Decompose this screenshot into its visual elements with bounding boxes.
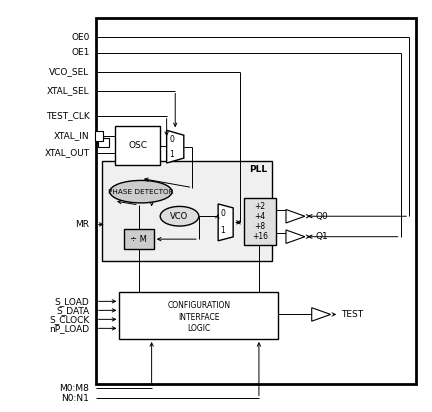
Text: OSC: OSC <box>128 141 147 150</box>
Text: +4: +4 <box>254 212 266 221</box>
Text: LOGIC: LOGIC <box>187 324 210 333</box>
Text: ÷ M: ÷ M <box>130 235 147 243</box>
FancyBboxPatch shape <box>119 292 278 339</box>
Polygon shape <box>312 308 330 321</box>
Text: CONFIGURATION: CONFIGURATION <box>167 301 230 309</box>
Text: OE1: OE1 <box>71 49 89 57</box>
Text: XTAL_IN: XTAL_IN <box>54 131 89 140</box>
Text: S_CLOCK: S_CLOCK <box>49 315 89 324</box>
Text: 0: 0 <box>169 135 174 144</box>
FancyBboxPatch shape <box>124 229 154 249</box>
Text: VCO_SEL: VCO_SEL <box>49 67 89 76</box>
Text: 0: 0 <box>220 209 225 218</box>
Text: INTERFACE: INTERFACE <box>178 313 219 322</box>
Polygon shape <box>286 230 305 243</box>
FancyBboxPatch shape <box>102 161 272 261</box>
FancyBboxPatch shape <box>244 198 276 245</box>
Text: XTAL_OUT: XTAL_OUT <box>44 148 89 157</box>
Text: PLL: PLL <box>249 165 267 174</box>
Text: PHASE DETECTOR: PHASE DETECTOR <box>108 189 174 195</box>
Polygon shape <box>218 204 233 241</box>
Ellipse shape <box>160 206 199 226</box>
Text: 1: 1 <box>169 150 174 159</box>
Text: S_DATA: S_DATA <box>56 306 89 315</box>
FancyBboxPatch shape <box>115 126 160 165</box>
Text: MR: MR <box>75 220 89 229</box>
Text: TEST: TEST <box>341 310 363 319</box>
Text: Q0: Q0 <box>316 212 328 221</box>
Text: N0:N1: N0:N1 <box>61 394 89 403</box>
Text: 1: 1 <box>220 226 225 235</box>
Text: +8: +8 <box>254 222 266 231</box>
Polygon shape <box>167 130 184 163</box>
Text: +16: +16 <box>252 232 268 241</box>
Text: M0:M8: M0:M8 <box>60 384 89 393</box>
Text: +2: +2 <box>254 202 266 211</box>
Text: S_LOAD: S_LOAD <box>54 297 89 306</box>
Text: Q1: Q1 <box>316 232 328 241</box>
FancyBboxPatch shape <box>95 131 103 140</box>
Text: TEST_CLK: TEST_CLK <box>46 112 89 120</box>
Text: VCO: VCO <box>170 212 189 221</box>
Ellipse shape <box>110 180 172 203</box>
Polygon shape <box>286 209 305 223</box>
FancyBboxPatch shape <box>98 138 109 147</box>
Text: XTAL_SEL: XTAL_SEL <box>47 86 89 95</box>
Text: OE0: OE0 <box>71 33 89 42</box>
Text: nP_LOAD: nP_LOAD <box>49 324 89 333</box>
FancyBboxPatch shape <box>96 18 416 384</box>
